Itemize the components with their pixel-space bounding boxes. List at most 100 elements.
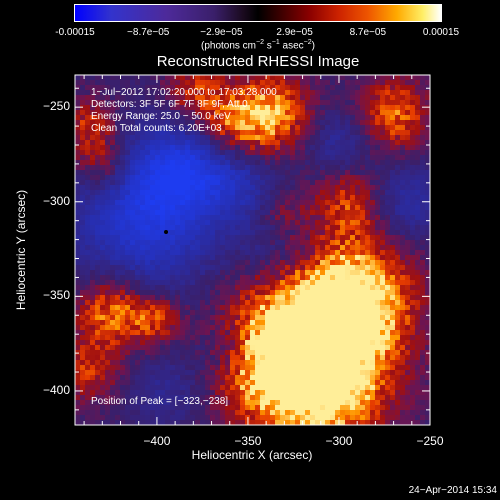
heatmap-cell	[100, 380, 105, 385]
heatmap-cell	[385, 225, 390, 230]
heatmap-cell	[235, 190, 240, 195]
heatmap-cell	[380, 75, 385, 80]
heatmap-cell	[90, 325, 95, 330]
heatmap-cell	[365, 345, 370, 350]
heatmap-cell	[190, 345, 195, 350]
heatmap-cell	[160, 305, 165, 310]
heatmap-cell	[265, 300, 270, 305]
heatmap-cell	[80, 180, 85, 185]
heatmap-cell	[355, 135, 360, 140]
heatmap-cell	[85, 80, 90, 85]
heatmap-cell	[180, 150, 185, 155]
heatmap-cell	[320, 250, 325, 255]
heatmap-cell	[125, 245, 130, 250]
heatmap-cell	[240, 165, 245, 170]
heatmap-cell	[215, 300, 220, 305]
heatmap-cell	[345, 260, 350, 265]
heatmap-cell	[305, 410, 310, 415]
heatmap-cell	[425, 250, 430, 255]
heatmap-cell	[300, 140, 305, 145]
heatmap-cell	[400, 160, 405, 165]
heatmap-cell	[165, 135, 170, 140]
heatmap-cell	[275, 380, 280, 385]
heatmap-cell	[185, 235, 190, 240]
heatmap-cell	[80, 195, 85, 200]
heatmap-cell	[160, 185, 165, 190]
heatmap-cell	[230, 170, 235, 175]
heatmap-cell	[210, 245, 215, 250]
heatmap-cell	[285, 190, 290, 195]
heatmap-cell	[80, 160, 85, 165]
heatmap-cell	[290, 170, 295, 175]
heatmap-cell	[245, 245, 250, 250]
heatmap-cell	[335, 205, 340, 210]
heatmap-cell	[270, 230, 275, 235]
heatmap-cell	[420, 110, 425, 115]
heatmap-cell	[255, 125, 260, 130]
heatmap-cell	[360, 160, 365, 165]
heatmap-cell	[175, 295, 180, 300]
heatmap-cell	[220, 260, 225, 265]
heatmap-cell	[385, 265, 390, 270]
heatmap-cell	[400, 190, 405, 195]
heatmap-cell	[155, 320, 160, 325]
heatmap-cell	[135, 160, 140, 165]
heatmap-cell	[110, 225, 115, 230]
heatmap-cell	[365, 355, 370, 360]
heatmap-cell	[310, 200, 315, 205]
heatmap-cell	[360, 125, 365, 130]
heatmap-cell	[90, 295, 95, 300]
heatmap-cell	[190, 320, 195, 325]
heatmap-cell	[115, 380, 120, 385]
heatmap-cell	[340, 100, 345, 105]
heatmap-cell	[290, 285, 295, 290]
heatmap-cell	[200, 270, 205, 275]
heatmap-cell	[155, 80, 160, 85]
heatmap-cell	[170, 370, 175, 375]
heatmap-cell	[415, 380, 420, 385]
heatmap-cell	[350, 165, 355, 170]
heatmap-cell	[220, 340, 225, 345]
heatmap-cell	[75, 405, 80, 410]
heatmap-cell	[385, 125, 390, 130]
heatmap-cell	[335, 320, 340, 325]
heatmap-cell	[260, 120, 265, 125]
heatmap-cell	[220, 370, 225, 375]
heatmap-cell	[80, 105, 85, 110]
heatmap-cell	[285, 280, 290, 285]
heatmap-cell	[300, 275, 305, 280]
heatmap-cell	[145, 235, 150, 240]
heatmap-cell	[350, 365, 355, 370]
heatmap-cell	[145, 150, 150, 155]
heatmap-cell	[250, 235, 255, 240]
heatmap-cell	[325, 120, 330, 125]
heatmap-cell	[290, 200, 295, 205]
heatmap-cell	[270, 325, 275, 330]
heatmap-cell	[175, 370, 180, 375]
heatmap-cell	[360, 90, 365, 95]
heatmap-cell	[175, 155, 180, 160]
heatmap-cell	[375, 165, 380, 170]
heatmap-cell	[320, 390, 325, 395]
heatmap-cell	[425, 90, 430, 95]
heatmap-cell	[120, 160, 125, 165]
heatmap-cell	[405, 250, 410, 255]
heatmap-cell	[405, 160, 410, 165]
heatmap-cell	[340, 140, 345, 145]
heatmap-cell	[365, 110, 370, 115]
heatmap-cell	[270, 370, 275, 375]
heatmap-cell	[375, 120, 380, 125]
heatmap-cell	[255, 220, 260, 225]
heatmap-cell	[160, 235, 165, 240]
heatmap-cell	[240, 115, 245, 120]
heatmap-cell	[400, 280, 405, 285]
heatmap-cell	[225, 295, 230, 300]
heatmap-cell	[120, 75, 125, 80]
heatmap-cell	[265, 395, 270, 400]
heatmap-cell	[340, 405, 345, 410]
heatmap-cell	[295, 150, 300, 155]
heatmap-cell	[175, 230, 180, 235]
heatmap-cell	[175, 200, 180, 205]
heatmap-cell	[245, 285, 250, 290]
heatmap-cell	[405, 415, 410, 420]
